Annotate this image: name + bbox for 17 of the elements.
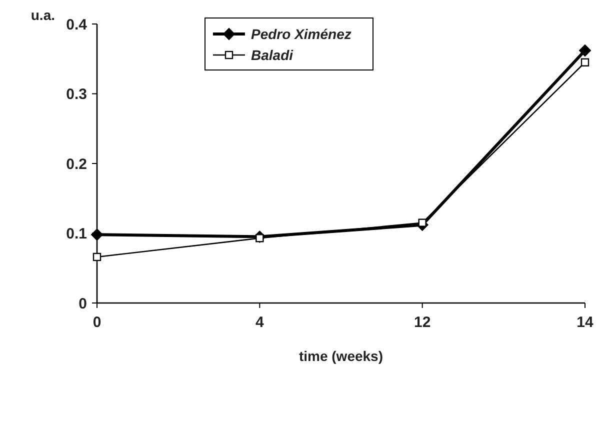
point — [92, 252, 102, 262]
y-tick-label: 0.1 — [66, 226, 87, 242]
x-tick-label: 14 — [576, 314, 594, 331]
y-tick-label: 0.3 — [66, 86, 87, 103]
y-tick-label: 0 — [78, 295, 87, 312]
x-tick-label: 12 — [414, 314, 431, 331]
legend-label: Baladi — [251, 46, 294, 63]
x-axis-title: time (weeks) — [298, 348, 384, 364]
point — [91, 228, 103, 241]
y-tick-label: 0.2 — [66, 156, 87, 173]
x-tick-label: 4 — [255, 314, 264, 331]
y-axis-title: u.a. — [30, 7, 55, 23]
y-tick-label: 0.4 — [66, 16, 88, 34]
point — [579, 44, 591, 57]
x-tick-label: 0 — [92, 314, 102, 331]
legend-label: Pedro Ximénez — [251, 26, 352, 42]
point — [580, 58, 590, 66]
